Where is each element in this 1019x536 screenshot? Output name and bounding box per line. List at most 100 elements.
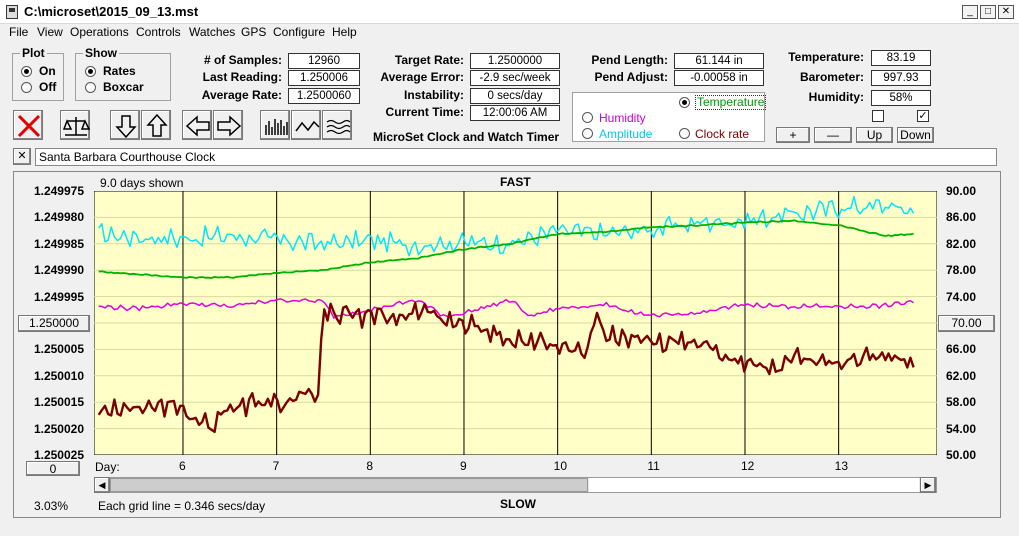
menu-file[interactable]: File: [9, 25, 29, 39]
humidity-field: 58%: [871, 90, 931, 106]
right-axis-tick-label: 74.00: [945, 289, 976, 304]
right-axis-tick-label: 86.00: [945, 210, 976, 225]
instability-field: 0 secs/day: [470, 88, 560, 104]
clock-name-input[interactable]: Santa Barbara Courthouse Clock: [35, 148, 997, 166]
window-title: C:\microset\2015_09_13.mst: [24, 4, 199, 19]
right-axis-tick-label: 66.00: [945, 342, 976, 357]
current-time-label: Current Time:: [385, 105, 464, 119]
right-axis-tick-label: 58.00: [945, 395, 976, 410]
grid-note: Each grid line = 0.346 secs/day: [98, 499, 266, 513]
boxcar-label: Boxcar: [103, 80, 144, 94]
bar-graph-icon: [265, 119, 288, 135]
up-arrow-button[interactable]: [141, 110, 171, 140]
pend-length-field[interactable]: 61.144 in: [674, 53, 764, 69]
checked-checkbox[interactable]: ✓: [917, 110, 929, 122]
rates-radio[interactable]: [85, 66, 96, 77]
target-rate-field[interactable]: 1.2500000: [470, 53, 560, 69]
average-rate-field: 1.2500060: [288, 88, 360, 104]
menu-watches[interactable]: Watches: [189, 25, 236, 39]
right-center-value-button[interactable]: 70.00: [938, 315, 995, 332]
arrow-right-icon: [217, 115, 242, 137]
scrollbar-thumb[interactable]: [110, 478, 588, 492]
x-axis-tick-label: 8: [366, 459, 373, 473]
left-axis-tick-label: 1.250005: [33, 342, 84, 357]
balance-scale-icon: [62, 117, 91, 136]
humidity-label: Humidity:: [808, 90, 864, 104]
plot-group-title: Plot: [20, 46, 47, 60]
barometer-field: 997.93: [871, 70, 931, 86]
clock-rate-radio[interactable]: [679, 128, 690, 139]
x-axis-tick-label: 10: [553, 459, 567, 473]
app-icon: [6, 5, 18, 19]
boxcar-radio[interactable]: [85, 82, 96, 93]
left-center-value-button[interactable]: 1.250000: [18, 315, 90, 332]
temperature-radio[interactable]: [679, 97, 690, 108]
left-axis-tick-label: 1.249990: [33, 263, 84, 278]
bottom-left-value-button[interactable]: 0: [26, 461, 80, 476]
humidity-radio[interactable]: [582, 112, 593, 123]
multi-wave-icon: [326, 119, 351, 135]
menu-view[interactable]: View: [37, 25, 63, 39]
plot-on-radio[interactable]: [21, 66, 32, 77]
slow-label: SLOW: [500, 497, 536, 511]
plot-on-label: On: [39, 64, 56, 78]
down-button[interactable]: Down: [897, 127, 934, 143]
x-axis-tick-label: 13: [834, 459, 848, 473]
left-axis-tick-label: 1.249995: [33, 289, 84, 304]
left-arrow-button[interactable]: [182, 110, 212, 140]
balance-button[interactable]: [60, 110, 91, 140]
unchecked-checkbox[interactable]: [872, 110, 884, 122]
x-axis-tick-label: 12: [740, 459, 755, 473]
clock-rate-option-label: Clock rate: [695, 127, 750, 141]
samples-field: 12960: [288, 53, 360, 69]
menu-configure[interactable]: Configure: [273, 25, 326, 39]
maximize-button[interactable]: □: [980, 5, 996, 19]
left-axis-tick-label: 1.249975: [33, 184, 84, 198]
stop-x-button[interactable]: [13, 110, 43, 140]
plus-button[interactable]: +: [776, 127, 810, 143]
app-caption: MicroSet Clock and Watch Timer: [373, 130, 560, 144]
pend-length-label: Pend Length:: [591, 53, 668, 67]
left-axis-tick-label: 1.249980: [33, 210, 84, 225]
rate-series-line: [97, 301, 915, 434]
menu-gps[interactable]: GPS: [241, 25, 267, 39]
grid: [94, 191, 937, 455]
plot-off-radio[interactable]: [21, 82, 32, 93]
menu-controls[interactable]: Controls: [136, 25, 181, 39]
red-x-icon: [17, 114, 41, 138]
scroll-left-button[interactable]: ◀: [94, 477, 110, 493]
arrow-left-icon: [185, 115, 210, 137]
up-button[interactable]: Up: [856, 127, 893, 143]
amplitude-option-label: Amplitude: [599, 127, 653, 141]
x-axis-label: Day:: [95, 460, 120, 474]
menu-operations[interactable]: Operations: [70, 25, 129, 39]
right-axis-tick-label: 50.00: [945, 448, 976, 462]
right-arrow-button[interactable]: [213, 110, 243, 140]
minimize-button[interactable]: _: [962, 5, 978, 19]
rate-chart: [94, 191, 937, 455]
left-axis-tick-label: 1.250010: [33, 368, 84, 383]
bars-view-button[interactable]: [260, 110, 290, 140]
smooth-view-button[interactable]: [322, 110, 352, 140]
left-axis-tick-label: 1.249985: [33, 236, 84, 251]
sensor-select-box: [572, 92, 765, 142]
close-button[interactable]: ✕: [998, 5, 1014, 19]
barometer-series-line: [98, 219, 914, 279]
arrow-down-icon: [115, 115, 137, 139]
scrollbar-track[interactable]: [589, 478, 919, 492]
amplitude-radio[interactable]: [582, 128, 593, 139]
average-error-label: Average Error:: [380, 70, 464, 84]
down-arrow-button[interactable]: [110, 110, 140, 140]
menu-help[interactable]: Help: [332, 25, 357, 39]
show-group-title: Show: [83, 46, 119, 60]
minus-button[interactable]: —: [814, 127, 852, 143]
current-time-field: 12:00:06 AM: [470, 105, 560, 121]
pend-adjust-field: -0.00058 in: [674, 70, 764, 86]
days-shown-label: 9.0 days shown: [100, 176, 184, 190]
temperature-label: Temperature:: [788, 50, 864, 64]
scroll-right-button[interactable]: ▶: [920, 477, 936, 493]
show-group: [75, 53, 171, 101]
clear-clock-name-button[interactable]: ✕: [13, 148, 31, 165]
line-view-button[interactable]: [291, 110, 321, 140]
average-error-field: -2.9 sec/week: [470, 70, 560, 86]
